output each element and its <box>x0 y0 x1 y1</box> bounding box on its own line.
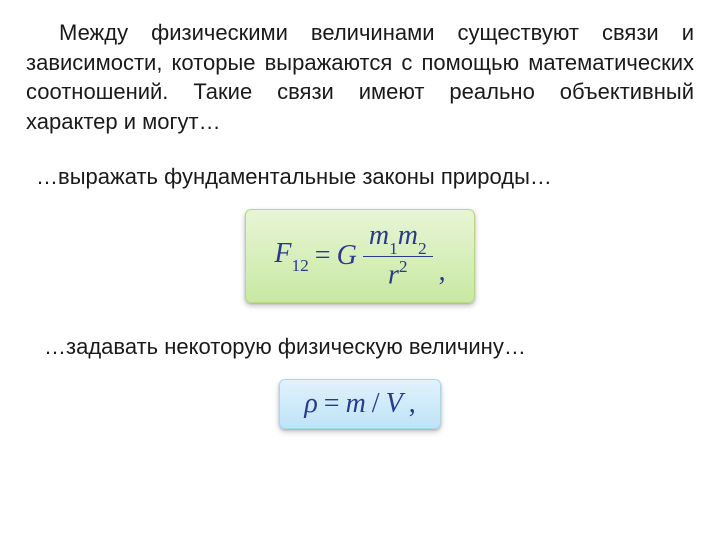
f1-eq: = <box>315 240 331 272</box>
f1-lhs-sub: 12 <box>291 256 308 275</box>
f1-lhs-var: F <box>274 238 291 269</box>
f2-rhs-slash: / <box>372 388 380 420</box>
f2-rhs-v: V <box>386 388 403 420</box>
f2-rhs-m: m <box>346 388 366 420</box>
f1-const-g: G <box>337 240 357 272</box>
f1-den-sup: 2 <box>399 257 408 276</box>
formula-gravitation-card: F12 = G m1m2 r2 , <box>245 209 474 302</box>
subheading-fundamental-laws: …выражать фундаментальные законы природы… <box>26 163 694 192</box>
f2-trail-comma: , <box>409 388 416 420</box>
f1-den-var: r <box>388 260 399 291</box>
slide-page: Между физическими величинами существуют … <box>0 0 720 479</box>
formula-density-card: ρ = m / V , <box>279 379 440 429</box>
formula-density-row: ρ = m / V , <box>26 379 694 429</box>
f2-lhs-rho: ρ <box>304 388 317 420</box>
formula-density: ρ = m / V , <box>304 388 415 420</box>
f1-num-m2: m <box>398 220 418 251</box>
f1-num-m2-sub: 2 <box>418 239 427 258</box>
formula-gravitation-row: F12 = G m1m2 r2 , <box>26 209 694 302</box>
formula-gravitation: F12 = G m1m2 r2 , <box>274 220 445 291</box>
f1-num-m1-sub: 1 <box>389 239 398 258</box>
subheading-define-quantity: …задавать некоторую физическую величину… <box>26 333 694 362</box>
f1-num-m1: m <box>369 220 389 251</box>
f2-eq: = <box>324 388 340 420</box>
intro-paragraph: Между физическими величинами существуют … <box>26 18 694 137</box>
f1-trail-comma: , <box>439 256 446 292</box>
f1-fraction: m1m2 r2 <box>363 220 433 291</box>
